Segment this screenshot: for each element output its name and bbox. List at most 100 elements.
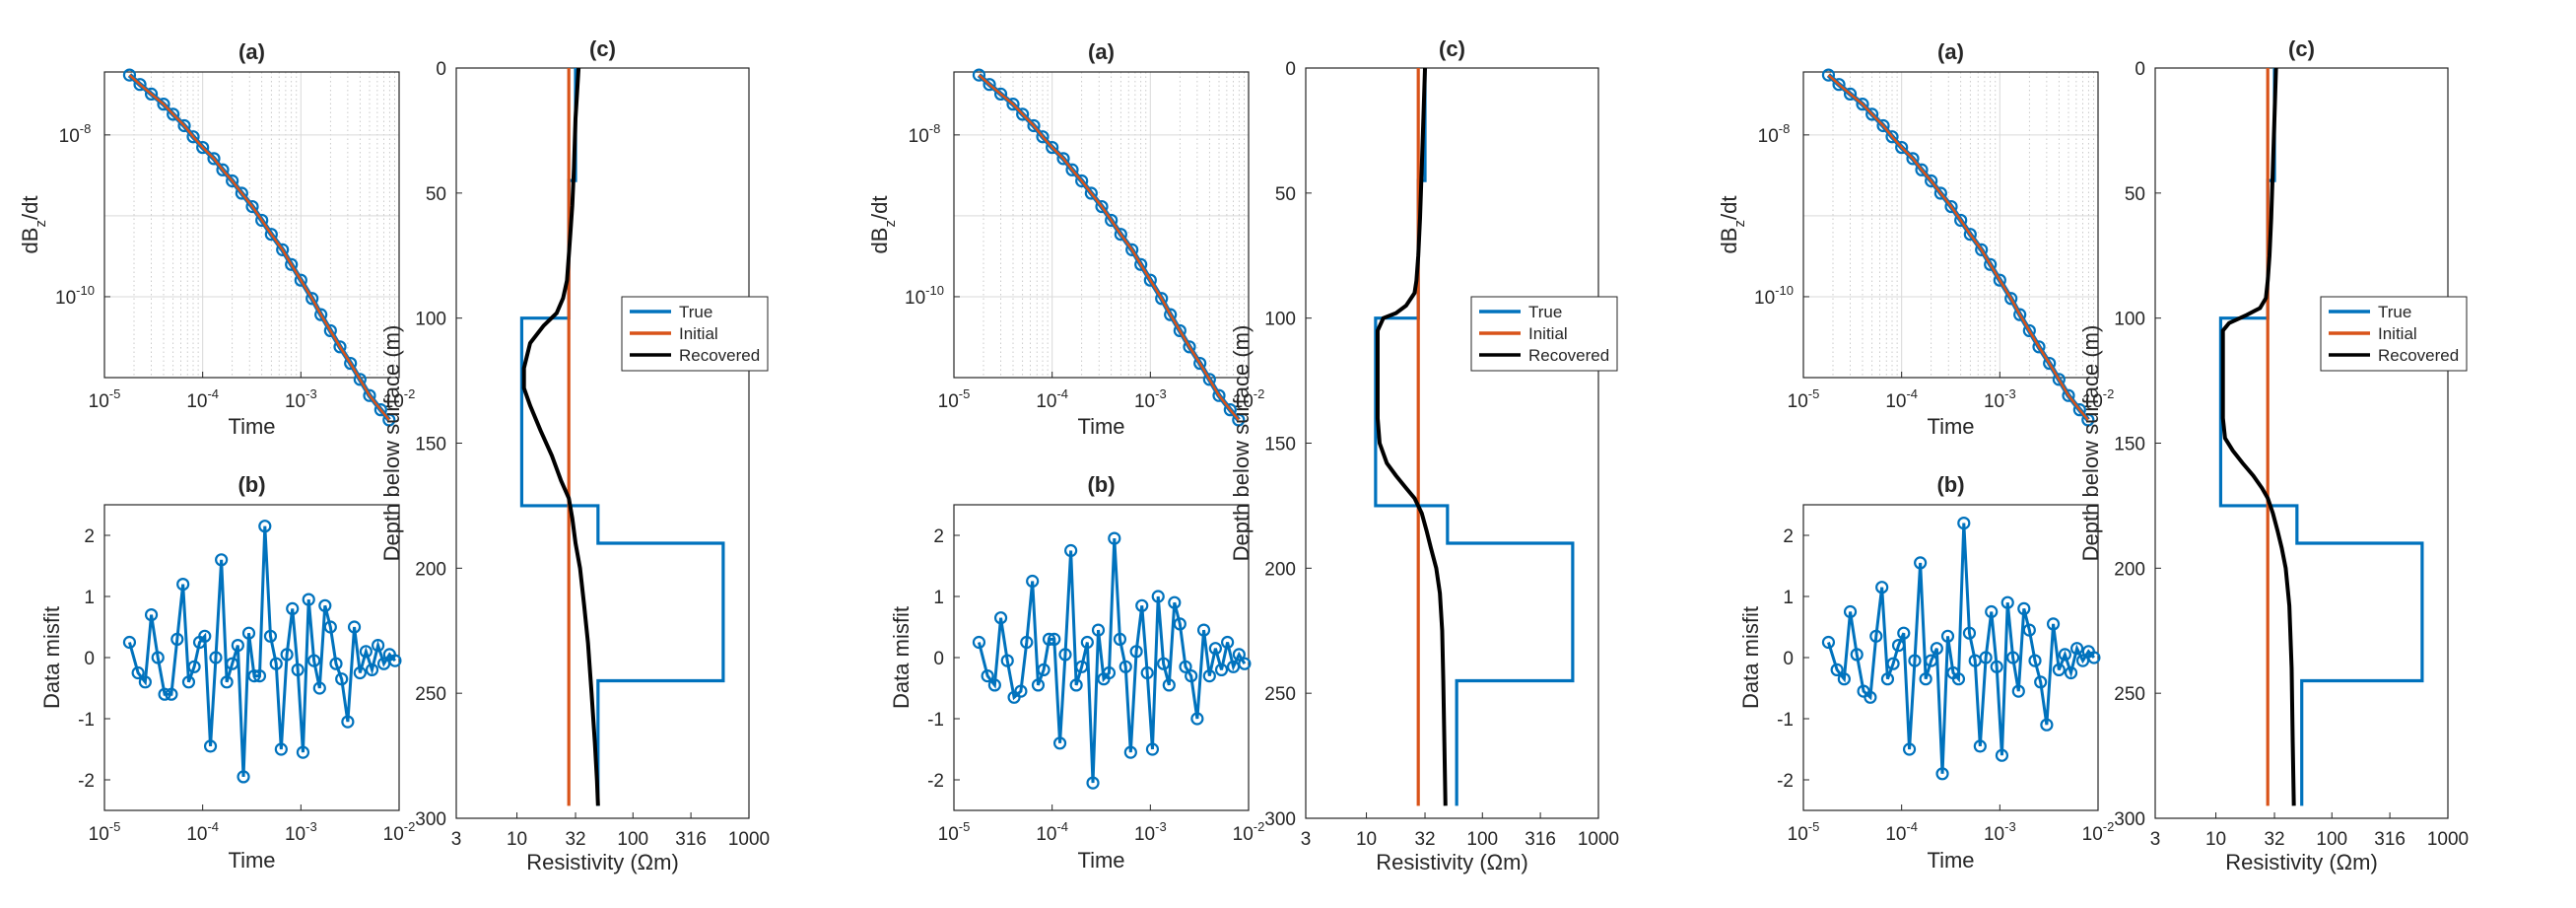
y-tick-label: 250 bbox=[2114, 684, 2145, 705]
subplot-title-b: (b) bbox=[1087, 472, 1115, 497]
observed-marker bbox=[144, 87, 159, 101]
predicted-line bbox=[1827, 74, 2089, 421]
x-tick-label: 100 bbox=[2316, 829, 2347, 850]
observed-marker bbox=[196, 140, 210, 155]
misfit-marker bbox=[1075, 660, 1089, 673]
observed-marker bbox=[1885, 130, 1899, 144]
observed-marker bbox=[2072, 403, 2086, 417]
observed-marker bbox=[2052, 373, 2066, 386]
y-tick-label: 200 bbox=[2114, 559, 2145, 580]
y-tick-label: 150 bbox=[2114, 435, 2145, 455]
recovered-model-line bbox=[1375, 67, 1448, 806]
misfit-line bbox=[1827, 523, 2096, 774]
misfit-marker bbox=[1179, 660, 1192, 673]
x-tick-label: 10-4 bbox=[186, 386, 219, 412]
misfit-marker bbox=[353, 665, 367, 680]
y-tick-label: 150 bbox=[1264, 435, 1296, 455]
y-tick-label: 10-8 bbox=[59, 121, 92, 147]
misfit-marker bbox=[2046, 617, 2061, 631]
subplot-b: 10-5 10-4 10-3 10-2 2 1 0 -1 -2 (b) Time Data misfi… bbox=[889, 472, 1264, 873]
panel-1: 10-5 10-4 10-3 10-210-810-10(a)TimedBz/dt10… bbox=[18, 36, 770, 874]
x-tick-label: 10-4 bbox=[1885, 819, 1918, 845]
misfit-marker bbox=[1902, 742, 1917, 756]
misfit-marker bbox=[203, 739, 218, 753]
x-tick-label: 3 bbox=[1301, 829, 1312, 850]
misfit-marker bbox=[1123, 745, 1137, 759]
misfit-marker bbox=[274, 742, 288, 756]
misfit-marker bbox=[1048, 632, 1061, 647]
misfit-marker bbox=[1973, 739, 1987, 753]
misfit-marker bbox=[1064, 543, 1078, 558]
observed-marker bbox=[255, 213, 269, 228]
x-tick-label: 10-2 bbox=[1233, 386, 1265, 412]
observed-marker bbox=[1036, 130, 1050, 144]
observed-marker bbox=[1915, 163, 1929, 176]
misfit-marker bbox=[198, 629, 212, 643]
misfit-marker bbox=[286, 601, 300, 616]
y-tick-label: 1 bbox=[933, 588, 944, 608]
y-tick-label: 50 bbox=[1275, 184, 1296, 205]
y-tick-label: 10-8 bbox=[909, 121, 941, 147]
misfit-marker bbox=[1151, 590, 1165, 603]
legend-entry: Recovered bbox=[679, 346, 760, 365]
subplot-title-c: (c) bbox=[1439, 36, 1465, 61]
observed-marker bbox=[1155, 292, 1169, 306]
misfit-marker bbox=[1202, 668, 1216, 683]
misfit-marker bbox=[2017, 601, 2031, 616]
predicted-line bbox=[128, 74, 390, 421]
subplot-a: 10-5 10-4 10-3 10-2 10-8 10-10 (a) Time dBz/dt bbox=[1717, 39, 2114, 439]
observed-marker bbox=[207, 152, 221, 166]
misfit-marker bbox=[263, 629, 278, 643]
misfit-marker bbox=[2075, 654, 2090, 667]
observed-marker bbox=[1865, 107, 1879, 121]
plot-frame bbox=[953, 71, 1250, 379]
misfit-marker bbox=[1037, 663, 1051, 677]
plot-frame bbox=[455, 67, 750, 819]
x-tick-label: 10-2 bbox=[2082, 819, 2115, 845]
subplot-title-a: (a) bbox=[238, 39, 265, 64]
misfit-marker bbox=[972, 635, 986, 650]
x-tick-label: 10-3 bbox=[1134, 819, 1167, 845]
misfit-marker bbox=[1208, 642, 1222, 656]
misfit-marker bbox=[144, 607, 159, 622]
y-tick-label: 0 bbox=[933, 649, 944, 669]
misfit-marker bbox=[1145, 742, 1160, 756]
misfit-marker bbox=[2006, 651, 2020, 664]
misfit-marker bbox=[280, 648, 294, 662]
misfit-marker bbox=[323, 620, 337, 634]
misfit-marker bbox=[138, 675, 152, 689]
observed-marker bbox=[972, 68, 986, 82]
subplot-a: 10-5 10-4 10-3 10-2 10-8 10-10 (a) Time dBz/dt bbox=[867, 39, 1264, 439]
observed-marker bbox=[353, 373, 367, 386]
misfit-marker bbox=[181, 675, 196, 689]
x-tick-label: 10-3 bbox=[1134, 386, 1167, 412]
x-tick-label: 10-3 bbox=[285, 386, 317, 412]
y-tick-label: -1 bbox=[1777, 710, 1794, 731]
misfit-marker bbox=[1869, 629, 1883, 643]
y-tick-label: 1 bbox=[84, 588, 95, 608]
x-axis-label: Time bbox=[1927, 848, 1974, 873]
misfit-marker bbox=[1190, 712, 1204, 726]
true-model-line bbox=[519, 68, 725, 806]
misfit-marker bbox=[1221, 635, 1235, 650]
x-tick-label: 10-5 bbox=[1788, 386, 1820, 412]
x-tick-label: 10-2 bbox=[2082, 386, 2115, 412]
x-tick-label: 10-2 bbox=[383, 819, 416, 845]
subplot-title-b: (b) bbox=[237, 472, 265, 497]
misfit-marker bbox=[1196, 623, 1211, 637]
observed-marker bbox=[363, 388, 376, 402]
misfit-marker bbox=[1080, 635, 1094, 650]
misfit-marker bbox=[1031, 678, 1046, 692]
subplot-title-a: (a) bbox=[1088, 39, 1115, 64]
x-tick-label: 10 bbox=[1356, 829, 1377, 850]
x-tick-label: 316 bbox=[2374, 829, 2406, 850]
observed-marker bbox=[1925, 174, 1938, 188]
misfit-marker bbox=[2064, 665, 2078, 680]
misfit-marker bbox=[2070, 642, 2084, 656]
misfit-marker bbox=[1850, 648, 1864, 662]
misfit-marker bbox=[269, 657, 283, 670]
misfit-marker bbox=[1026, 574, 1040, 589]
misfit-marker bbox=[981, 668, 994, 683]
observed-marker bbox=[2022, 323, 2036, 338]
x-tick-label: 10-3 bbox=[1984, 386, 2016, 412]
